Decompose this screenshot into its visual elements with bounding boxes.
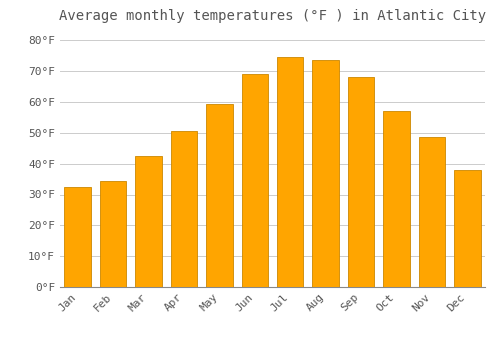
Bar [206,104,233,287]
Bar [418,138,445,287]
Bar [100,181,126,287]
Bar [348,77,374,287]
Bar [136,156,162,287]
Bar [170,131,197,287]
Bar [312,60,339,287]
Bar [454,170,480,287]
Bar [242,74,268,287]
Bar [277,57,303,287]
Bar [64,187,91,287]
Bar [383,111,409,287]
Title: Average monthly temperatures (°F ) in Atlantic City: Average monthly temperatures (°F ) in At… [59,9,486,23]
